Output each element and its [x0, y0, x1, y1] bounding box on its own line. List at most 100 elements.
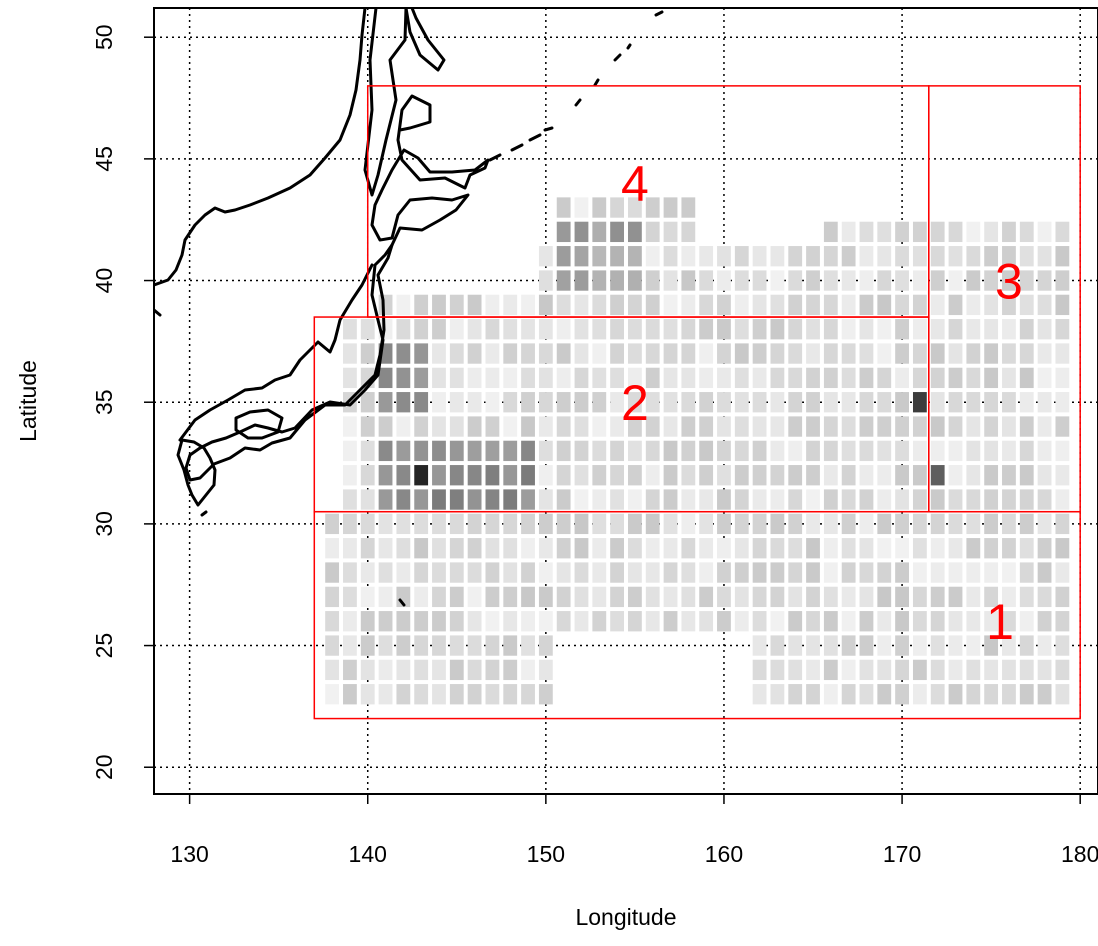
- density-cell: [378, 586, 393, 608]
- density-cell: [1002, 294, 1016, 316]
- density-cell: [1002, 562, 1016, 583]
- density-cell: [841, 221, 856, 243]
- density-cell: [432, 319, 446, 340]
- density-cell: [663, 221, 678, 243]
- density-cell: [610, 611, 624, 632]
- density-cell: [628, 343, 642, 364]
- density-cell: [752, 513, 767, 535]
- density-cell: [414, 659, 429, 681]
- density-cell: [877, 635, 892, 656]
- density-cell: [877, 562, 892, 583]
- density-cell: [663, 586, 678, 608]
- density-cell: [681, 489, 696, 510]
- density-cell: [432, 440, 446, 462]
- density-cell: [538, 294, 553, 316]
- density-cell: [734, 246, 749, 267]
- density-cell: [485, 465, 500, 486]
- density-cell: [343, 489, 357, 510]
- density-cell: [414, 343, 429, 364]
- density-cell: [966, 659, 981, 681]
- density-cell: [556, 513, 571, 535]
- density-cell: [841, 343, 856, 364]
- density-cell: [556, 489, 571, 510]
- density-cell: [895, 294, 909, 316]
- density-cell: [610, 416, 624, 437]
- density-cell: [806, 270, 820, 291]
- density-cell: [574, 221, 589, 243]
- density-cell: [628, 392, 642, 413]
- density-cell: [414, 416, 429, 437]
- density-cell: [645, 294, 660, 316]
- density-cell: [806, 319, 820, 340]
- y-tick-label: 20: [91, 754, 117, 780]
- density-cell: [538, 586, 553, 608]
- density-cell: [984, 611, 999, 632]
- density-cell: [1002, 659, 1016, 681]
- density-cell: [378, 392, 393, 413]
- density-cell: [984, 635, 999, 656]
- density-cell: [895, 611, 909, 632]
- density-cell: [841, 416, 856, 437]
- density-cell: [574, 416, 589, 437]
- density-cell: [485, 538, 500, 559]
- density-cell: [699, 465, 714, 486]
- density-cell: [396, 489, 411, 510]
- density-cell: [449, 659, 464, 681]
- density-cell: [1037, 343, 1052, 364]
- density-cell: [984, 392, 999, 413]
- density-cell: [343, 367, 357, 389]
- x-axis-title: Longitude: [575, 904, 676, 930]
- density-cell: [752, 343, 767, 364]
- density-cell: [414, 562, 429, 583]
- density-cell: [467, 294, 482, 316]
- density-cell: [788, 270, 803, 291]
- density-cell: [449, 416, 464, 437]
- density-cell: [360, 416, 375, 437]
- density-cell: [414, 635, 429, 656]
- density-cell: [1019, 611, 1034, 632]
- density-cell: [449, 440, 464, 462]
- density-cell: [806, 659, 820, 681]
- density-cell: [503, 489, 518, 510]
- density-cell: [610, 319, 624, 340]
- density-cell: [592, 513, 607, 535]
- density-cell: [1037, 611, 1052, 632]
- density-cell: [859, 513, 874, 535]
- density-cell: [645, 465, 660, 486]
- region-label: 2: [621, 375, 649, 431]
- density-cell: [574, 319, 589, 340]
- density-cell: [930, 319, 945, 340]
- density-cell: [681, 343, 696, 364]
- density-cell: [1019, 343, 1034, 364]
- density-cell: [895, 392, 909, 413]
- density-cell: [343, 343, 357, 364]
- density-cell: [734, 562, 749, 583]
- density-cell: [360, 635, 375, 656]
- density-cell: [449, 367, 464, 389]
- density-cell: [503, 294, 518, 316]
- density-cell: [574, 611, 589, 632]
- density-cell: [503, 659, 518, 681]
- density-cell: [645, 489, 660, 510]
- density-cell: [360, 440, 375, 462]
- coastline-hokkaido: [370, 94, 490, 247]
- density-cell: [1019, 465, 1034, 486]
- density-cell: [699, 246, 714, 267]
- density-cell: [806, 611, 820, 632]
- density-cell: [752, 270, 767, 291]
- density-cell: [645, 562, 660, 583]
- density-cell: [378, 465, 393, 486]
- density-cell: [859, 465, 874, 486]
- region-boxes: 1 2 3 4: [313, 85, 1081, 720]
- y-tick-label: 45: [91, 146, 117, 172]
- density-cell: [948, 246, 963, 267]
- density-cell: [360, 489, 375, 510]
- density-cell: [414, 489, 429, 510]
- density-cell: [610, 246, 624, 267]
- density-cell: [948, 392, 963, 413]
- density-cell: [948, 611, 963, 632]
- density-cell: [467, 440, 482, 462]
- density-cell: [556, 611, 571, 632]
- density-cell: [948, 270, 963, 291]
